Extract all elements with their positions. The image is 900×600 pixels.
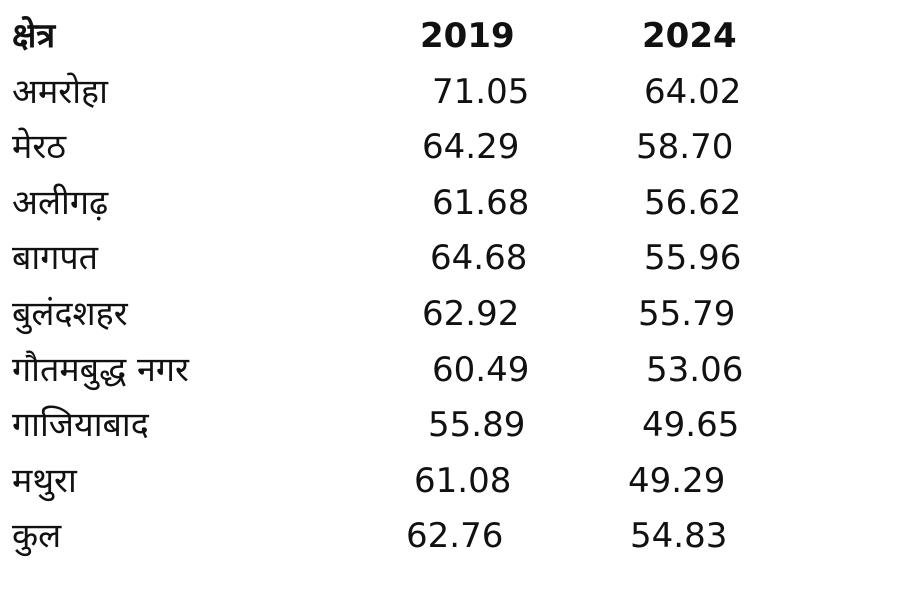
table-row: मथुरा 61.08 49.29 <box>12 455 772 511</box>
value-2024: 55.79 <box>638 293 736 334</box>
value-2019: 55.89 <box>428 405 526 446</box>
region-name: अमरोहा <box>12 71 108 112</box>
table-row: मेरठ 64.29 58.70 <box>12 121 772 177</box>
region-name: कुल <box>12 516 62 557</box>
value-2024: 58.70 <box>636 127 734 168</box>
table-row: अमरोहा 71.05 64.02 <box>12 66 772 122</box>
value-2024: 55.96 <box>644 238 742 279</box>
region-name: बागपत <box>12 238 99 279</box>
header-2024: 2024 <box>642 16 737 56</box>
value-2024: 49.65 <box>642 405 740 446</box>
table-row: गौतमबुद्ध नगर 60.49 53.06 <box>12 344 772 400</box>
region-name: मेरठ <box>12 127 66 168</box>
value-2024: 64.02 <box>644 71 742 112</box>
value-2024: 56.62 <box>644 182 742 223</box>
table-row-total: कुल 62.76 54.83 <box>12 510 772 566</box>
value-2019: 64.68 <box>430 238 528 279</box>
value-2019: 62.76 <box>406 516 504 557</box>
header-region: क्षेत्र <box>12 16 56 56</box>
value-2019: 64.29 <box>422 127 520 168</box>
table-row: बुलंदशहर 62.92 55.79 <box>12 288 772 344</box>
turnout-table: क्षेत्र 2019 2024 अमरोहा 71.05 64.02 मेर… <box>12 10 772 566</box>
table-row: अलीगढ़ 61.68 56.62 <box>12 177 772 233</box>
region-name: गौतमबुद्ध नगर <box>12 349 189 390</box>
table-header-row: क्षेत्र 2019 2024 <box>12 10 772 66</box>
region-name: मथुरा <box>12 460 77 501</box>
value-2024: 53.06 <box>646 349 744 390</box>
value-2019: 62.92 <box>422 293 520 334</box>
value-2019: 61.08 <box>414 460 512 501</box>
region-name: बुलंदशहर <box>12 293 128 334</box>
table-row: गाजियाबाद 55.89 49.65 <box>12 399 772 455</box>
header-2019: 2019 <box>420 16 515 56</box>
value-2019: 60.49 <box>432 349 530 390</box>
value-2024: 49.29 <box>628 460 726 501</box>
region-name: गाजियाबाद <box>12 405 149 446</box>
value-2019: 61.68 <box>432 182 530 223</box>
region-name: अलीगढ़ <box>12 182 109 223</box>
table-row: बागपत 64.68 55.96 <box>12 232 772 288</box>
value-2019: 71.05 <box>432 71 530 112</box>
value-2024: 54.83 <box>630 516 728 557</box>
